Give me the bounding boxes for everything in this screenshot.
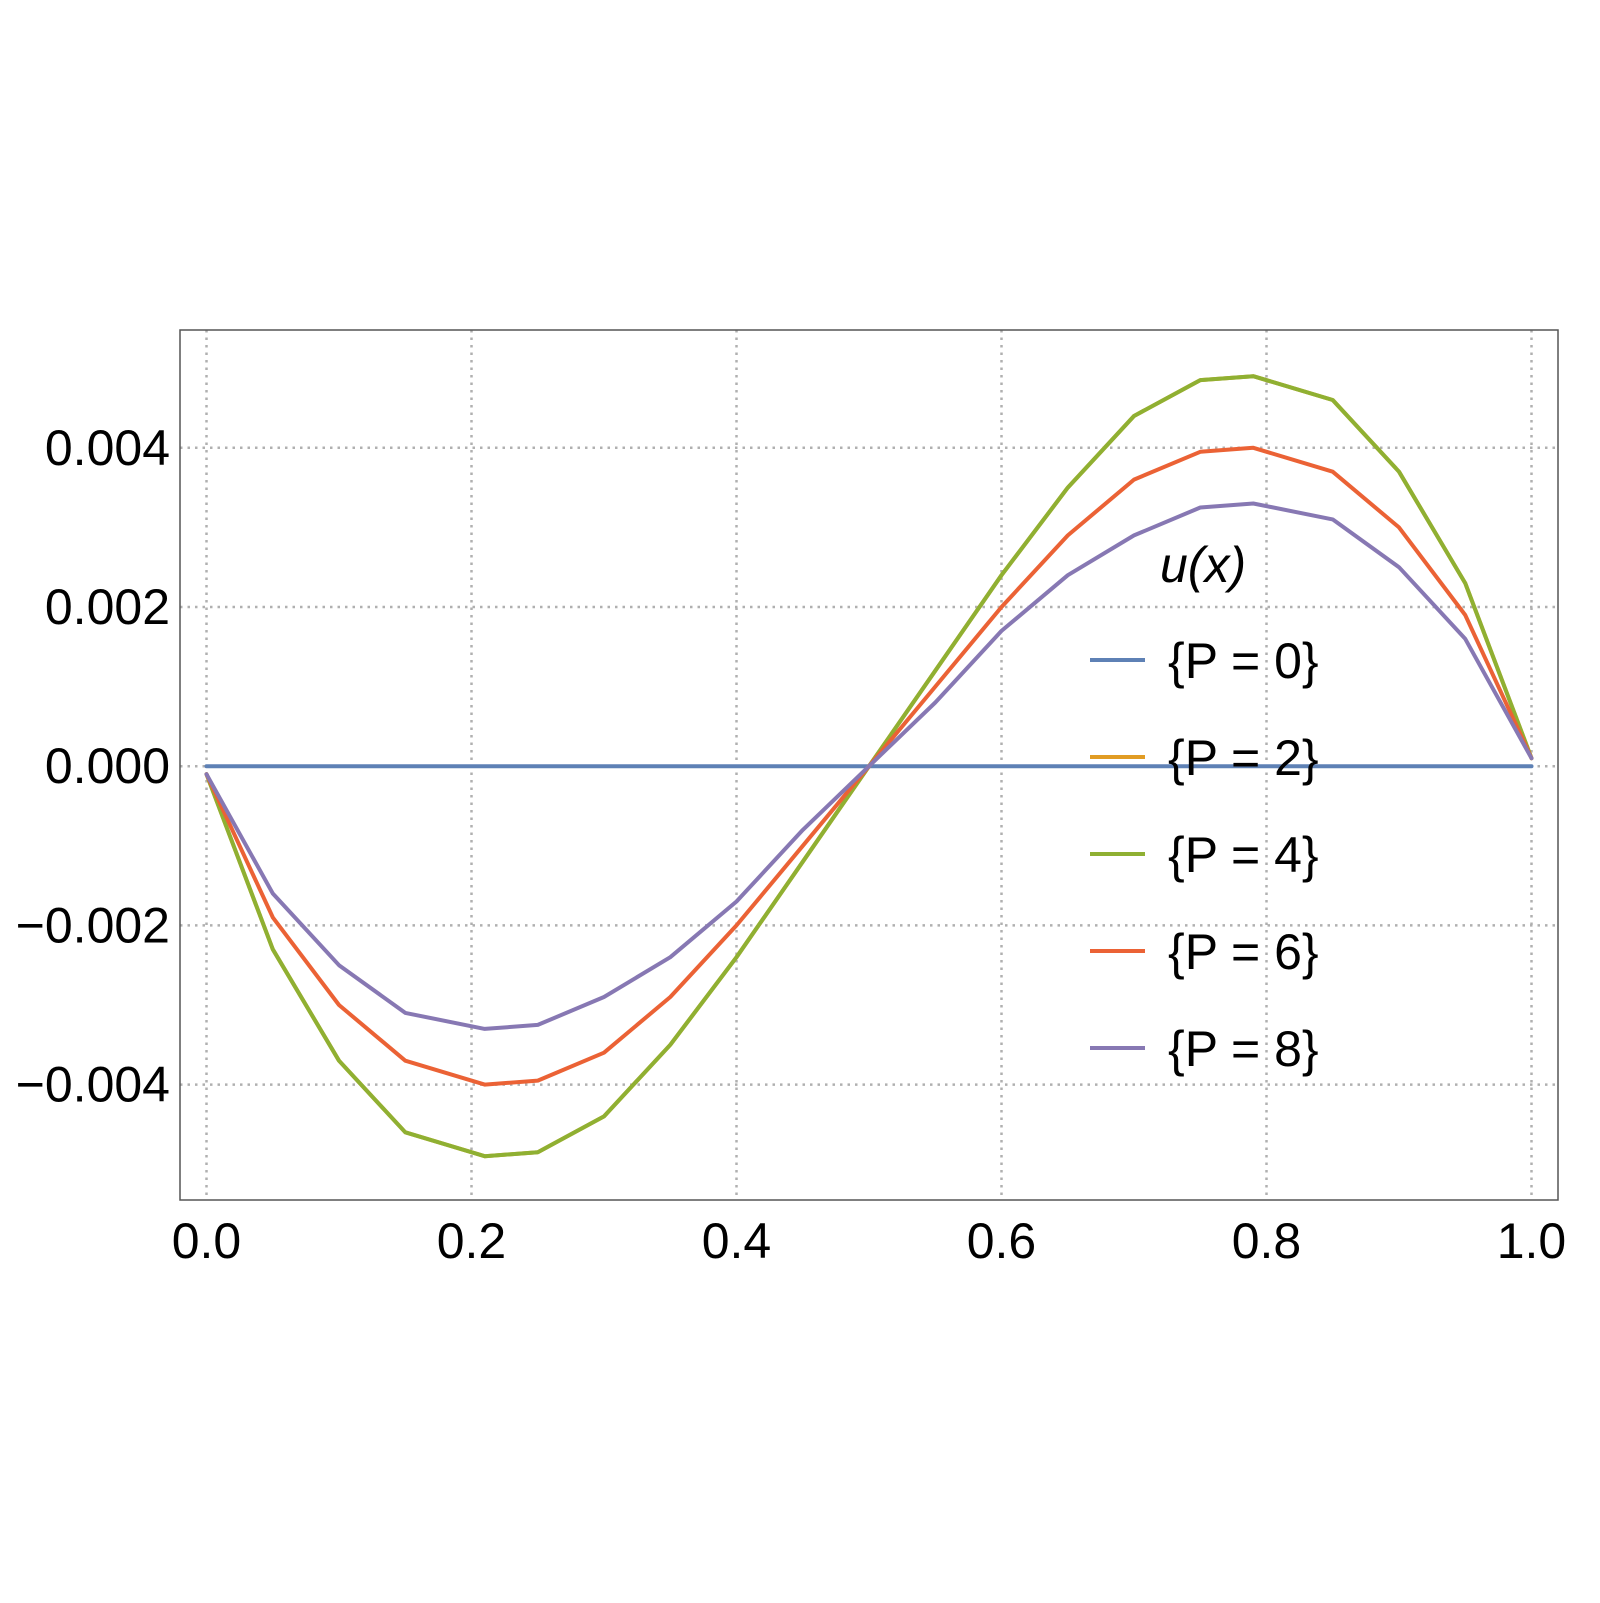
legend-label: {P = 2} <box>1168 730 1319 786</box>
tick-labels: 0.0 0.2 0.4 0.6 0.8 1.0 −0.004 −0.002 0.000 0.002… <box>16 420 1567 1269</box>
x-tick-label: 0.2 <box>437 1213 507 1269</box>
x-tick-label: 0.0 <box>172 1213 242 1269</box>
legend-label: {P = 0} <box>1168 633 1319 689</box>
series-line-4 <box>204 501 1534 1031</box>
y-tick-label: −0.004 <box>16 1057 170 1113</box>
plot-frame <box>179 329 1559 1201</box>
x-tick-label: 0.6 <box>967 1213 1037 1269</box>
x-tick-label: 0.4 <box>702 1213 772 1269</box>
y-tick-label: 0.002 <box>45 579 170 635</box>
legend-label: {P = 8} <box>1168 1021 1319 1077</box>
x-tick-label: 1.0 <box>1497 1213 1567 1269</box>
y-tick-label: 0.004 <box>45 420 170 476</box>
y-tick-label: 0.000 <box>45 738 170 794</box>
y-tick-label: −0.002 <box>16 897 170 953</box>
legend-label: {P = 6} <box>1168 924 1319 980</box>
legend: u(x) {P = 0} {P = 2} {P = 4} {P = 6} {P = 8} <box>1090 537 1319 1077</box>
legend-label: {P = 4} <box>1168 827 1319 883</box>
x-tick-label: 0.8 <box>1232 1213 1302 1269</box>
series-lines <box>204 374 1534 1159</box>
legend-title: u(x) <box>1160 537 1246 593</box>
